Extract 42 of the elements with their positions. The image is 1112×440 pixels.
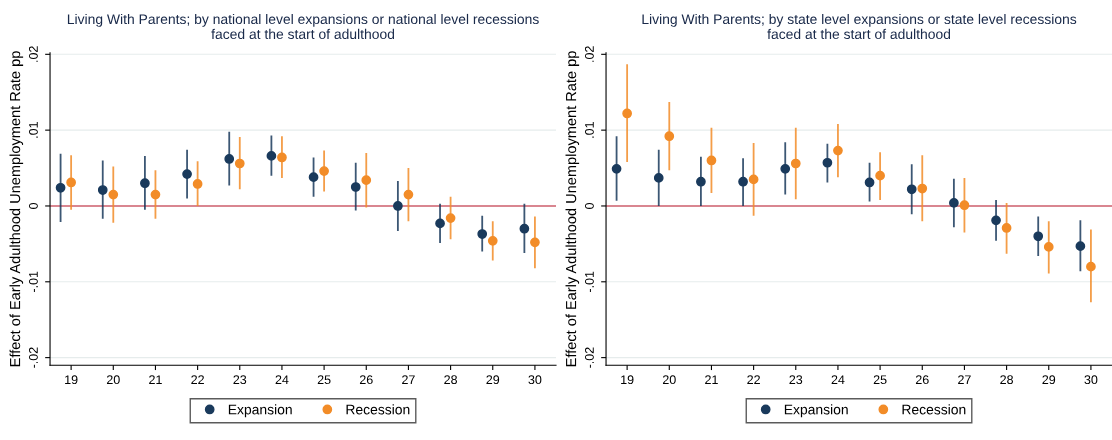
y-tick-label: -.02 <box>585 347 594 368</box>
y-tick-label: .01 <box>29 122 38 138</box>
legend-label: Expansion <box>228 404 292 418</box>
x-tick-label: 21 <box>149 375 162 384</box>
x-tick-label: 28 <box>444 375 457 385</box>
chart-title: Living With Parents; by state level expansions or state level recessions faced at the start of adulthood <box>642 13 1077 40</box>
y-tick-label: -.01 <box>29 271 38 293</box>
x-tick-label: 26 <box>915 375 929 385</box>
x-tick-label: 20 <box>106 375 120 385</box>
x-tick-label: 22 <box>191 375 204 384</box>
x-tick-label: 25 <box>317 375 331 385</box>
x-tick-label: 24 <box>831 375 845 384</box>
legend-label: Expansion <box>784 404 848 418</box>
x-tick-label: 27 <box>402 375 415 384</box>
x-tick-label: 30 <box>1084 375 1098 385</box>
y-tick-label: .01 <box>585 122 594 138</box>
y-tick-label: 0 <box>29 202 38 209</box>
x-tick-label: 28 <box>1000 375 1013 385</box>
x-tick-label: 24 <box>275 375 289 384</box>
y-tick-label: .02 <box>585 46 594 62</box>
chart-title: Living With Parents; by national level expansions or national level recessions faced at the start of adulthood <box>67 13 539 40</box>
y-axis-title: Effect of Early Adulthood Unemployment Rate pp <box>9 51 24 367</box>
x-tick-label: 27 <box>958 375 971 384</box>
legend-label: Recession <box>346 404 410 415</box>
x-tick-label: 22 <box>747 375 760 384</box>
legend-label: Recession <box>902 404 966 415</box>
x-tick-label: 19 <box>65 375 78 385</box>
x-tick-label: 23 <box>789 375 803 385</box>
x-tick-label: 29 <box>1042 375 1056 385</box>
x-tick-label: 25 <box>873 375 887 385</box>
y-tick-label: -.01 <box>585 271 594 293</box>
x-tick-label: 20 <box>662 375 676 385</box>
x-tick-label: 30 <box>528 375 542 385</box>
y-axis-title: Effect of Early Adulthood Unemployment Rate pp <box>565 51 580 367</box>
x-tick-label: 19 <box>621 375 634 385</box>
x-tick-label: 29 <box>486 375 500 385</box>
y-tick-label: -.02 <box>29 347 38 368</box>
x-tick-label: 23 <box>233 375 247 385</box>
x-tick-label: 26 <box>359 375 373 385</box>
y-tick-label: 0 <box>585 202 594 209</box>
x-tick-label: 21 <box>705 375 718 384</box>
y-tick-label: .02 <box>29 46 38 62</box>
